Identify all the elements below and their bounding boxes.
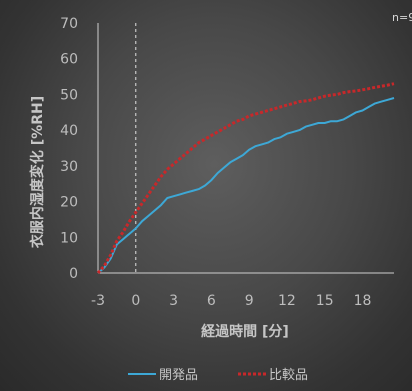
x-tick-label: 18 [354, 293, 372, 309]
y-tick-label: 30 [60, 159, 78, 175]
series-layer [96, 82, 395, 274]
tick-labels: 0 10 20 30 40 50 60 70 -3 0 3 6 9 12 15 18 [60, 16, 371, 309]
series-line-1 [97, 97, 395, 274]
y-axis-title: 衣服内湿度変化 [%RH] [29, 96, 46, 248]
legend: 開発品 比較品 [128, 368, 308, 383]
y-tick-label: 10 [60, 230, 78, 246]
y-tick-label: 0 [69, 266, 78, 282]
series-line-2 [96, 82, 395, 274]
legend-label-2: 比較品 [269, 368, 308, 383]
x-tick-label: 0 [131, 293, 140, 309]
x-tick-label: 15 [316, 293, 334, 309]
x-tick-label: 3 [169, 293, 178, 309]
legend-label-1: 開発品 [159, 368, 198, 383]
x-tick-label: 6 [207, 293, 216, 309]
y-tick-label: 20 [60, 195, 78, 211]
y-tick-label: 60 [60, 52, 78, 68]
y-tick-label: 50 [60, 87, 78, 103]
axes [97, 23, 394, 274]
x-tick-label: -3 [91, 293, 105, 309]
x-axis-title: 経過時間 [分] [201, 323, 289, 340]
x-tick-label: 9 [245, 293, 254, 309]
x-tick-label: 12 [278, 293, 296, 309]
y-tick-label: 70 [60, 16, 78, 32]
y-tick-label: 40 [60, 123, 78, 139]
sample-size-label: n=9 [392, 11, 412, 24]
